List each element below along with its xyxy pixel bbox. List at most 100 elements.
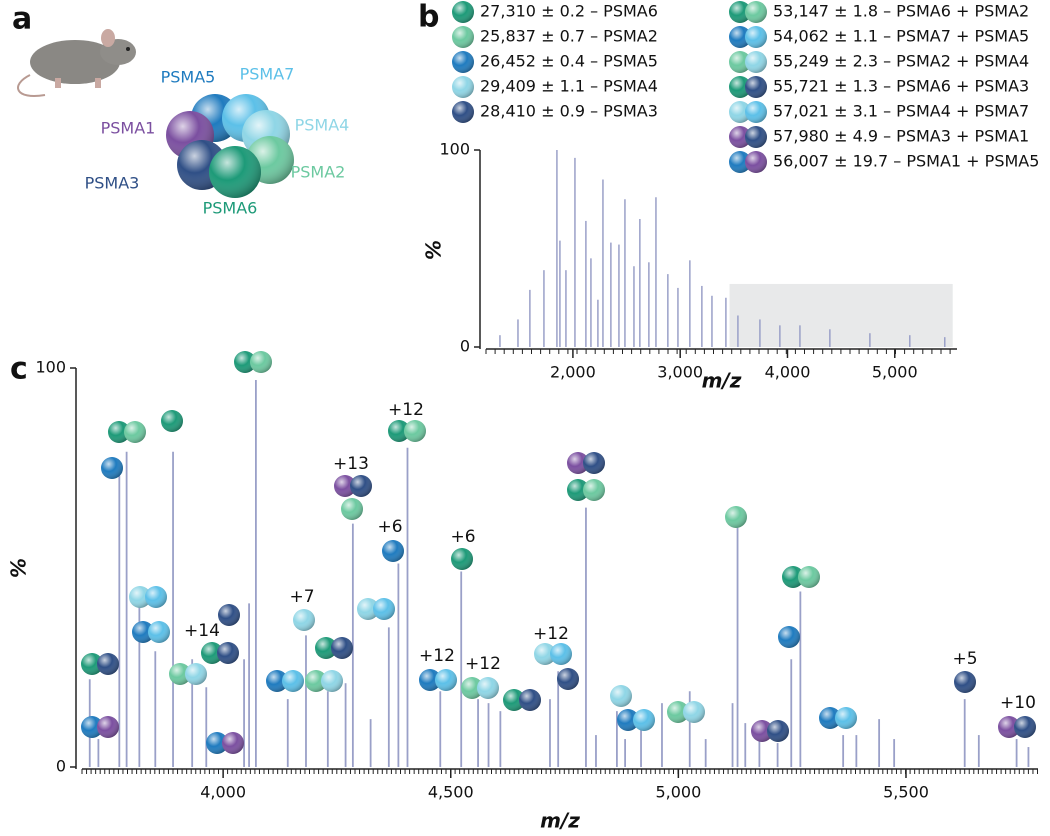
legend-label: 26,452 ± 0.4 – PSMA5 [480, 52, 658, 71]
sphere-shade [798, 566, 820, 588]
x-tick-label: 3,000 [657, 363, 703, 382]
x-tick-label: 4,000 [765, 363, 811, 382]
sphere-shade [282, 670, 304, 692]
sphere-shade [610, 685, 632, 707]
y-axis-label: % [422, 240, 446, 260]
sphere-shade [404, 420, 426, 442]
sphere-shade [729, 76, 751, 98]
sphere-shade [201, 642, 223, 664]
sphere-shade [550, 643, 572, 665]
sphere-shade [350, 475, 372, 497]
sphere-shade [206, 732, 228, 754]
sphere-shade [954, 671, 976, 693]
sphere-shade [751, 720, 773, 742]
sphere-shade [477, 677, 499, 699]
sphere-shade [782, 566, 804, 588]
sphere-shade [452, 51, 474, 73]
sphere-shade [567, 452, 589, 474]
sphere-shade [97, 653, 119, 675]
charge-label: +6 [450, 527, 475, 547]
sphere-shade [305, 670, 327, 692]
legend-label: 29,409 ± 1.1 – PSMA4 [480, 77, 658, 96]
sphere-shade [148, 621, 170, 643]
sphere-shade [81, 653, 103, 675]
zoom-region [729, 283, 953, 347]
charge-label: +12 [465, 654, 501, 674]
sphere-shade [334, 475, 356, 497]
y-tick-label: 0 [56, 757, 66, 776]
sphere-shade [583, 479, 605, 501]
sphere-shade [725, 506, 747, 528]
charge-label: +12 [419, 646, 455, 666]
mouse-illustration [17, 29, 136, 97]
y-tick-label: 0 [460, 337, 470, 356]
sphere-shade [129, 586, 151, 608]
sphere-shade [321, 670, 343, 692]
subunit-label: PSMA1 [101, 119, 156, 138]
sphere-shade [435, 669, 457, 691]
sphere-shade [373, 598, 395, 620]
sphere-shade [145, 586, 167, 608]
legend-label: 55,721 ± 1.3 – PSMA6 + PSMA3 [773, 77, 1029, 96]
subunit-label: PSMA3 [85, 174, 140, 193]
x-tick-label: 5,000 [872, 363, 918, 382]
sphere-shade [745, 76, 767, 98]
sphere-shade [452, 76, 474, 98]
sphere-shade [132, 621, 154, 643]
charge-label: +5 [952, 649, 977, 669]
sphere-shade [745, 1, 767, 23]
sphere-shade [503, 689, 525, 711]
charge-label: +14 [184, 621, 220, 641]
sphere-shade [617, 709, 639, 731]
x-tick-label: 5,500 [883, 783, 929, 802]
sphere-shade [745, 151, 767, 173]
panel-label: c [10, 352, 28, 387]
sphere-shade [778, 626, 800, 648]
sphere-shade [234, 351, 256, 373]
sphere-shade [218, 604, 240, 626]
subunit-label: PSMA4 [295, 116, 350, 135]
sphere-shade [451, 548, 473, 570]
sphere-shade [745, 26, 767, 48]
legend-label: 56,007 ± 19.7 – PSMA1 + PSMA5 [773, 152, 1039, 171]
sphere-shade [667, 701, 689, 723]
sphere-shade [293, 609, 315, 631]
sphere-shade [729, 1, 751, 23]
sphere-shade [266, 670, 288, 692]
x-axis-label: m/z [540, 809, 580, 833]
subunit-label: PSMA5 [161, 68, 216, 87]
charge-label: +7 [289, 587, 314, 607]
sphere-shade [998, 716, 1020, 738]
x-tick-label: 4,500 [428, 783, 474, 802]
x-axis-label: m/z [702, 369, 742, 393]
sphere-shade [222, 732, 244, 754]
charge-label: +10 [1000, 693, 1036, 713]
sphere-shade [745, 51, 767, 73]
charge-label: +6 [377, 517, 402, 537]
x-tick-label: 5,000 [655, 783, 701, 802]
sphere-shade [452, 1, 474, 23]
sphere-shade [633, 709, 655, 731]
sphere-shade [388, 420, 410, 442]
x-tick-label: 2,000 [550, 363, 596, 382]
legend-label: 55,249 ± 2.3 – PSMA2 + PSMA4 [773, 52, 1029, 71]
sphere-shade [341, 498, 363, 520]
y-tick-label: 100 [35, 358, 66, 377]
sphere-shade [729, 126, 751, 148]
legend-label: 57,021 ± 3.1 – PSMA4 + PSMA7 [773, 102, 1029, 121]
sphere-shade [217, 642, 239, 664]
panel-label: b [418, 0, 439, 35]
sphere-shade [382, 540, 404, 562]
sphere-shade [819, 707, 841, 729]
sphere-shade [745, 101, 767, 123]
y-axis-label: % [7, 558, 31, 578]
x-tick-label: 4,000 [200, 783, 246, 802]
sphere-shade [567, 479, 589, 501]
sphere-shade [161, 410, 183, 432]
charge-label: +13 [333, 454, 369, 474]
subunit-label: PSMA7 [240, 65, 295, 84]
legend-label: 28,410 ± 0.9 – PSMA3 [480, 102, 658, 121]
sphere-shade [534, 643, 556, 665]
sphere-shade [185, 663, 207, 685]
sphere-shade [331, 637, 353, 659]
